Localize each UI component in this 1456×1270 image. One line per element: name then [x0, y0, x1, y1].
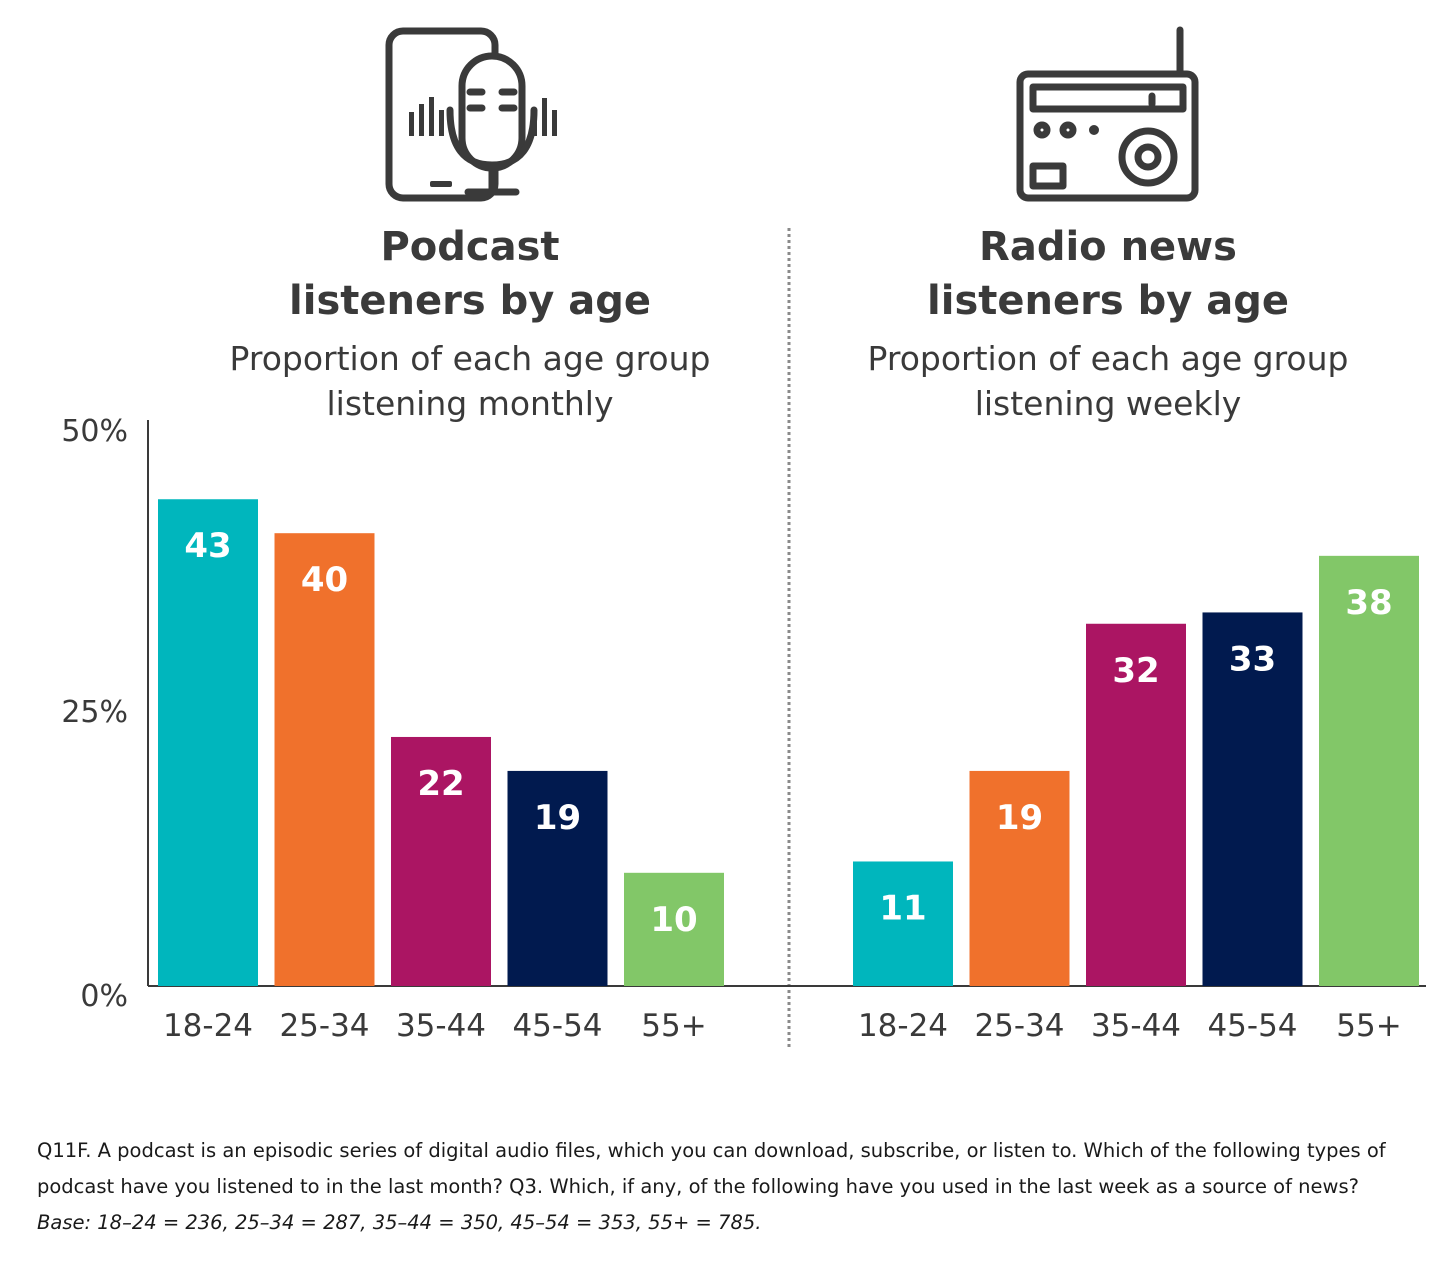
podcast-category-label: 18-24 — [163, 1008, 253, 1044]
podcast-bar-55+ — [624, 872, 724, 986]
podcast-bar-25-34 — [274, 533, 375, 986]
podcast-bar-35-44 — [391, 736, 491, 986]
podcast-category-label: 35-44 — [396, 1008, 486, 1044]
radio-category-label: 35-44 — [1091, 1008, 1181, 1044]
podcast-value-label: 40 — [301, 560, 348, 600]
radio-icon — [1016, 26, 1199, 202]
podcast-bar-45-54 — [507, 770, 608, 986]
chart-figure: Podcast listeners by age Proportion of e… — [61, 26, 1426, 1048]
y-tick-label: 50% — [61, 414, 128, 449]
footnote-question: Q11F. A podcast is an episodic series of… — [37, 1139, 1386, 1198]
podcast-category-label: 55+ — [641, 1008, 706, 1044]
podcast-subtitle-line-2: listening monthly — [326, 384, 613, 423]
podcast-bar-18-24 — [158, 499, 258, 986]
radio-value-label: 38 — [1345, 583, 1392, 623]
radio-bar-18-24 — [853, 861, 953, 986]
y-tick-label: 25% — [61, 695, 128, 730]
podcast-value-label: 43 — [184, 526, 231, 566]
footnote-base: Base: 18–24 = 236, 25–34 = 287, 35–44 = … — [37, 1211, 762, 1234]
radio-bar-55+ — [1319, 555, 1419, 986]
radio-category-label: 55+ — [1336, 1008, 1401, 1044]
podcast-category-label: 45-54 — [512, 1008, 602, 1044]
radio-bar-35-44 — [1086, 623, 1186, 986]
radio-title-line-2: listeners by age — [927, 278, 1289, 324]
radio-value-label: 19 — [996, 798, 1043, 838]
podcast-value-label: 10 — [650, 900, 697, 940]
radio-value-label: 11 — [879, 888, 926, 928]
podcast-title-line-1: Podcast — [380, 224, 559, 270]
podcast-subtitle-line-1: Proportion of each age group — [230, 339, 711, 378]
radio-value-label: 32 — [1112, 651, 1159, 691]
radio-category-label: 18-24 — [858, 1008, 948, 1044]
radio-subtitle-line-1: Proportion of each age group — [868, 339, 1349, 378]
radio-subtitle-line-2: listening weekly — [975, 384, 1242, 423]
podcast-value-label: 22 — [417, 764, 464, 804]
radio-value-label: 33 — [1229, 639, 1276, 679]
podcast-value-label: 19 — [534, 798, 581, 838]
radio-bar-45-54 — [1202, 612, 1303, 986]
radio-category-label: 25-34 — [974, 1008, 1064, 1044]
y-tick-label: 0% — [80, 979, 128, 1014]
chart-marks: 43 18-24 40 25-34 22 35-44 19 45-54 10 55+ 11 18-24… — [158, 499, 1419, 1044]
podcast-phone-microphone-icon — [385, 27, 557, 202]
podcast-category-label: 25-34 — [279, 1008, 369, 1044]
footnote: Q11F. A podcast is an episodic series of… — [37, 1133, 1437, 1241]
radio-title-line-1: Radio news — [979, 224, 1237, 270]
radio-category-label: 45-54 — [1207, 1008, 1297, 1044]
radio-bar-25-34 — [969, 770, 1070, 986]
podcast-title-line-2: listeners by age — [289, 278, 651, 324]
